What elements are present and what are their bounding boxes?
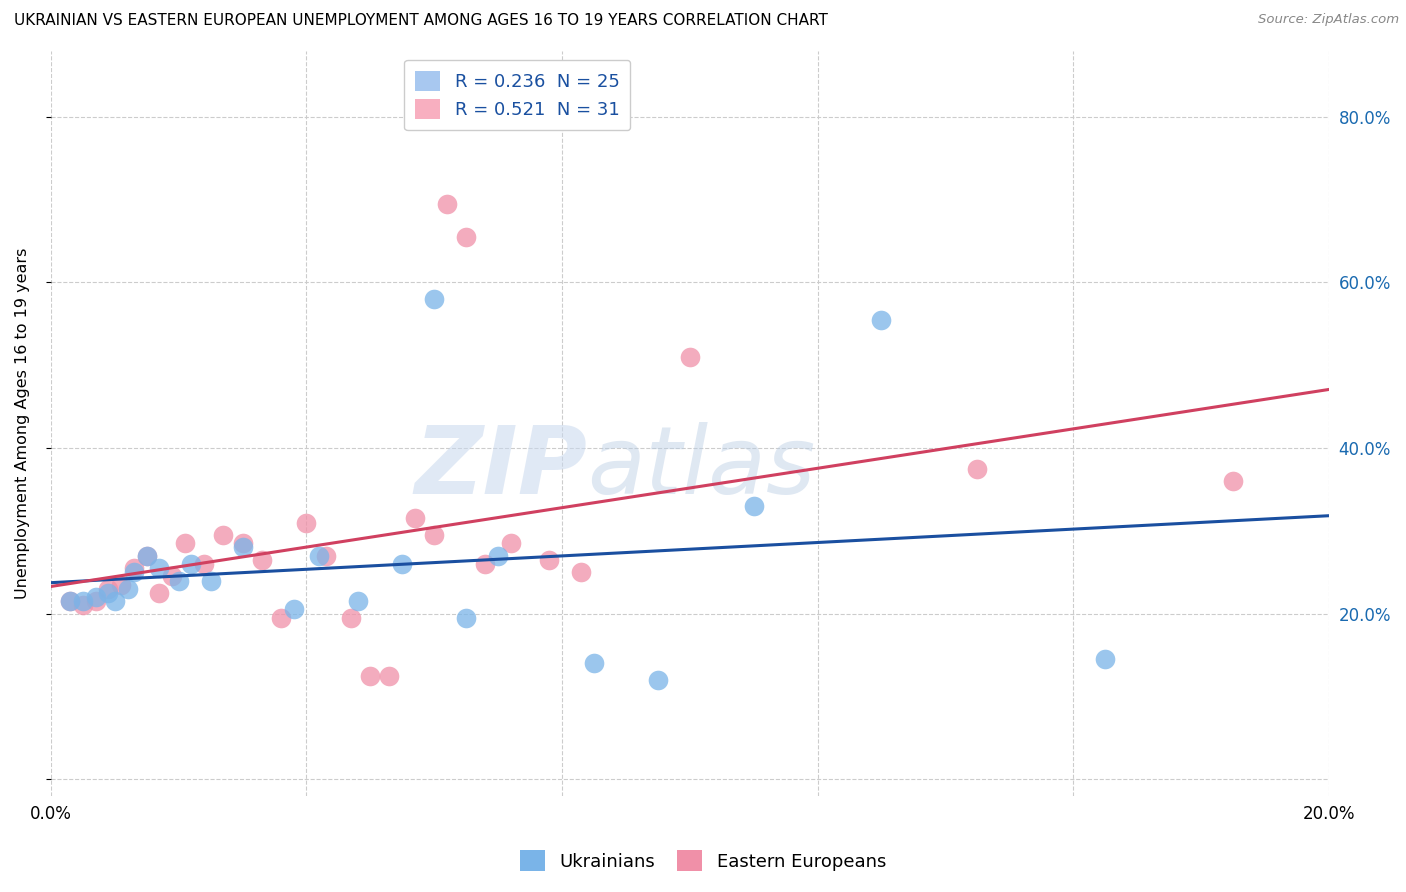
Point (486, 549, 509, 563)
Point (250, 553, 273, 567)
Point (180, 557, 202, 571)
Point (167, 574, 190, 588)
Text: UKRAINIAN VS EASTERN EUROPEAN UNEMPLOYMENT AMONG AGES 16 TO 19 YEARS CORRELATION: UKRAINIAN VS EASTERN EUROPEAN UNEMPLOYME… (14, 13, 828, 29)
Point (391, 557, 413, 571)
Point (97, 586, 120, 600)
Point (359, 669, 381, 683)
Point (84, 594, 107, 608)
Point (162, 569, 184, 583)
Point (283, 602, 305, 616)
Point (308, 549, 330, 563)
Point (569, 566, 592, 580)
Point (346, 594, 368, 608)
Legend: R = 0.236  N = 25, R = 0.521  N = 31: R = 0.236 N = 25, R = 0.521 N = 31 (404, 60, 630, 130)
Y-axis label: Unemployment Among Ages 16 to 19 years: Unemployment Among Ages 16 to 19 years (15, 248, 30, 599)
Point (72, 594, 94, 608)
Point (84, 590, 107, 604)
Point (110, 577, 132, 591)
Point (474, 557, 496, 571)
Point (870, 312, 893, 326)
Point (679, 350, 702, 364)
Text: Source: ZipAtlas.com: Source: ZipAtlas.com (1258, 13, 1399, 27)
Point (231, 536, 253, 550)
Point (456, 230, 478, 244)
Point (295, 516, 318, 530)
Point (148, 561, 170, 575)
Point (456, 611, 478, 625)
Point (404, 511, 426, 525)
Point (200, 574, 222, 588)
Point (148, 586, 170, 600)
Point (97, 582, 120, 596)
Point (582, 657, 605, 671)
Legend: Ukrainians, Eastern Europeans: Ukrainians, Eastern Europeans (513, 843, 893, 879)
Point (104, 594, 127, 608)
Point (340, 611, 363, 625)
Point (72, 599, 94, 613)
Point (135, 549, 157, 563)
Point (117, 582, 139, 596)
Point (315, 549, 337, 563)
Point (270, 611, 292, 625)
Point (423, 528, 446, 542)
Point (742, 499, 765, 513)
Point (193, 557, 215, 571)
Point (59, 594, 82, 608)
Point (1222, 474, 1244, 488)
Point (122, 561, 145, 575)
Point (1094, 652, 1116, 666)
Point (499, 536, 522, 550)
Point (59, 594, 82, 608)
Text: ZIP: ZIP (415, 422, 588, 514)
Point (378, 669, 401, 683)
Point (436, 197, 458, 211)
Point (423, 292, 446, 306)
Point (122, 566, 145, 580)
Point (538, 553, 561, 567)
Point (231, 541, 253, 555)
Point (135, 549, 157, 563)
Text: atlas: atlas (588, 423, 815, 514)
Point (966, 462, 988, 476)
Point (174, 536, 197, 550)
Point (647, 673, 669, 687)
Point (212, 528, 235, 542)
